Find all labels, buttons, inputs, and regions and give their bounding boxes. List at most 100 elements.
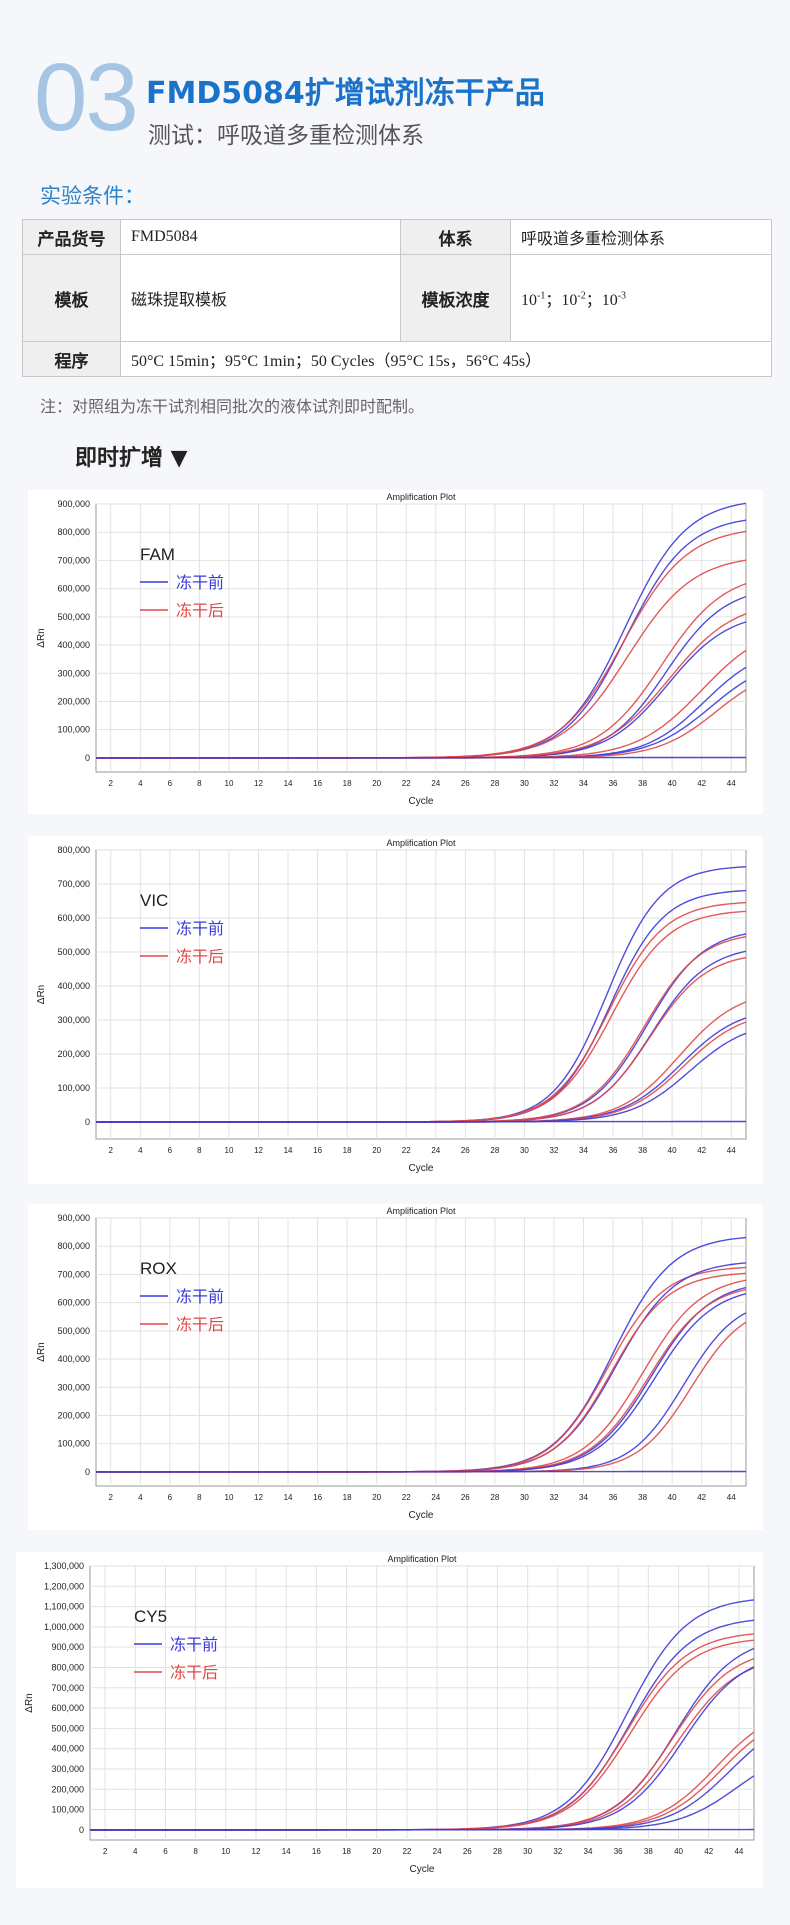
y-tick-label: 700,000 bbox=[51, 1683, 84, 1693]
y-tick-label: 900,000 bbox=[57, 1213, 90, 1223]
x-tick-label: 28 bbox=[490, 1493, 499, 1502]
x-tick-label: 24 bbox=[433, 1847, 442, 1856]
chart-svg: Amplification Plot 0 100,000 200,000 300,000… bbox=[36, 838, 747, 1174]
x-tick-label: 44 bbox=[734, 1847, 743, 1856]
y-tick-label: 0 bbox=[85, 1467, 90, 1477]
x-tick-label: 30 bbox=[523, 1847, 532, 1856]
x-tick-label: 38 bbox=[638, 1493, 647, 1502]
channel-label: CY5 bbox=[134, 1607, 167, 1626]
x-tick-label: 10 bbox=[225, 1146, 234, 1155]
y-tick-label: 200,000 bbox=[57, 1410, 90, 1420]
x-tick-label: 24 bbox=[431, 1493, 440, 1502]
y-tick-label: 300,000 bbox=[57, 1015, 90, 1025]
chart-svg: Amplification Plot 0 100,000 200,000 300,000… bbox=[36, 492, 747, 807]
y-tick-label: 1,000,000 bbox=[44, 1622, 84, 1632]
x-tick-label: 36 bbox=[609, 1493, 618, 1502]
x-tick-label: 16 bbox=[313, 1493, 322, 1502]
x-tick-label: 42 bbox=[697, 1493, 706, 1502]
x-tick-label: 20 bbox=[372, 1146, 381, 1155]
x-tick-label: 14 bbox=[282, 1847, 291, 1856]
x-tick-label: 34 bbox=[579, 779, 588, 788]
x-tick-label: 44 bbox=[727, 1146, 736, 1155]
channel-label: ROX bbox=[140, 1259, 177, 1278]
x-tick-label: 18 bbox=[342, 1847, 351, 1856]
x-tick-label: 32 bbox=[550, 779, 559, 788]
x-tick-label: 2 bbox=[103, 1847, 108, 1856]
y-tick-label: 500,000 bbox=[51, 1723, 84, 1733]
y-tick-label: 400,000 bbox=[57, 640, 90, 650]
y-axis-label: ΔRn bbox=[24, 1693, 35, 1712]
page-title: FMD5084扩增试剂冻干产品 bbox=[146, 76, 545, 111]
x-tick-label: 4 bbox=[138, 1146, 143, 1155]
plot-frame bbox=[95, 1217, 747, 1487]
y-axis-label: ΔRn bbox=[36, 1342, 47, 1361]
value-cell-product: FMD5084 bbox=[120, 219, 401, 255]
x-tick-label: 10 bbox=[221, 1847, 230, 1856]
x-tick-label: 38 bbox=[638, 1146, 647, 1155]
x-tick-label: 36 bbox=[614, 1847, 623, 1856]
y-tick-label: 700,000 bbox=[57, 1269, 90, 1279]
x-tick-label: 22 bbox=[402, 1146, 411, 1155]
legend-label-after: 冻干后 bbox=[176, 948, 224, 966]
y-tick-label: 1,300,000 bbox=[44, 1561, 84, 1571]
y-tick-label: 800,000 bbox=[51, 1662, 84, 1672]
chart-title: Amplification Plot bbox=[386, 838, 456, 848]
x-tick-label: 36 bbox=[609, 779, 618, 788]
value-cell-concentration: 10-1；10-2；10-3 bbox=[510, 254, 772, 342]
y-tick-label: 600,000 bbox=[57, 913, 90, 923]
x-tick-label: 4 bbox=[138, 1493, 143, 1502]
x-tick-label: 16 bbox=[312, 1847, 321, 1856]
value-cell-template: 磁珠提取模板 bbox=[120, 254, 401, 342]
x-tick-label: 14 bbox=[284, 779, 293, 788]
legend-label-before: 冻干前 bbox=[176, 574, 224, 592]
page-header: 03 FMD5084扩增试剂冻干产品 测试：呼吸道多重检测体系 bbox=[34, 50, 774, 158]
y-tick-label: 100,000 bbox=[51, 1805, 84, 1815]
x-axis-label: Cycle bbox=[409, 1864, 434, 1875]
y-tick-label: 200,000 bbox=[57, 696, 90, 706]
x-tick-label: 28 bbox=[490, 779, 499, 788]
x-tick-label: 16 bbox=[313, 779, 322, 788]
header-cell-product: 产品货号 bbox=[22, 219, 121, 255]
x-tick-label: 44 bbox=[727, 1493, 736, 1502]
x-tick-label: 42 bbox=[697, 779, 706, 788]
legend-label-before: 冻干前 bbox=[170, 1636, 218, 1654]
chart-title: Amplification Plot bbox=[387, 1554, 457, 1564]
table-row: 产品货号 FMD5084 体系 呼吸道多重检测体系 bbox=[22, 219, 772, 255]
y-tick-label: 1,200,000 bbox=[44, 1581, 84, 1591]
x-tick-label: 20 bbox=[372, 1493, 381, 1502]
x-tick-label: 22 bbox=[402, 779, 411, 788]
legend-label-after: 冻干后 bbox=[170, 1664, 218, 1682]
header-cell-concentration: 模板浓度 bbox=[400, 254, 511, 342]
x-tick-label: 18 bbox=[343, 779, 352, 788]
y-tick-label: 800,000 bbox=[57, 1241, 90, 1251]
footnote: 注：对照组为冻干试剂相同批次的液体试剂即时配制。 bbox=[40, 397, 425, 416]
x-tick-label: 8 bbox=[197, 1493, 202, 1502]
x-tick-label: 2 bbox=[109, 1493, 114, 1502]
x-tick-label: 26 bbox=[461, 779, 470, 788]
x-tick-label: 34 bbox=[579, 1493, 588, 1502]
plot-frame bbox=[95, 503, 747, 773]
x-tick-label: 6 bbox=[168, 1493, 173, 1502]
y-tick-label: 800,000 bbox=[57, 527, 90, 537]
value-cell-system: 呼吸道多重检测体系 bbox=[510, 219, 772, 255]
y-tick-label: 200,000 bbox=[51, 1784, 84, 1794]
x-tick-label: 18 bbox=[343, 1146, 352, 1155]
x-tick-label: 40 bbox=[674, 1847, 683, 1856]
x-tick-label: 32 bbox=[550, 1146, 559, 1155]
y-tick-label: 500,000 bbox=[57, 612, 90, 622]
x-tick-label: 24 bbox=[431, 1146, 440, 1155]
conditions-label: 实验条件： bbox=[40, 184, 145, 208]
x-axis-label: Cycle bbox=[408, 1510, 433, 1521]
x-tick-label: 38 bbox=[644, 1847, 653, 1856]
x-tick-label: 38 bbox=[638, 779, 647, 788]
y-tick-label: 0 bbox=[85, 1117, 90, 1127]
y-tick-label: 400,000 bbox=[57, 1354, 90, 1364]
y-axis-label: ΔRn bbox=[36, 628, 47, 647]
x-tick-label: 6 bbox=[168, 1146, 173, 1155]
x-tick-label: 28 bbox=[493, 1847, 502, 1856]
x-tick-label: 2 bbox=[109, 779, 114, 788]
x-tick-label: 16 bbox=[313, 1146, 322, 1155]
table-row: 模板 磁珠提取模板 模板浓度 10-1；10-2；10-3 bbox=[22, 254, 772, 342]
y-tick-label: 800,000 bbox=[57, 845, 90, 855]
chart-svg: Amplification Plot 0 100,000 200,000 300,000… bbox=[24, 1554, 755, 1875]
